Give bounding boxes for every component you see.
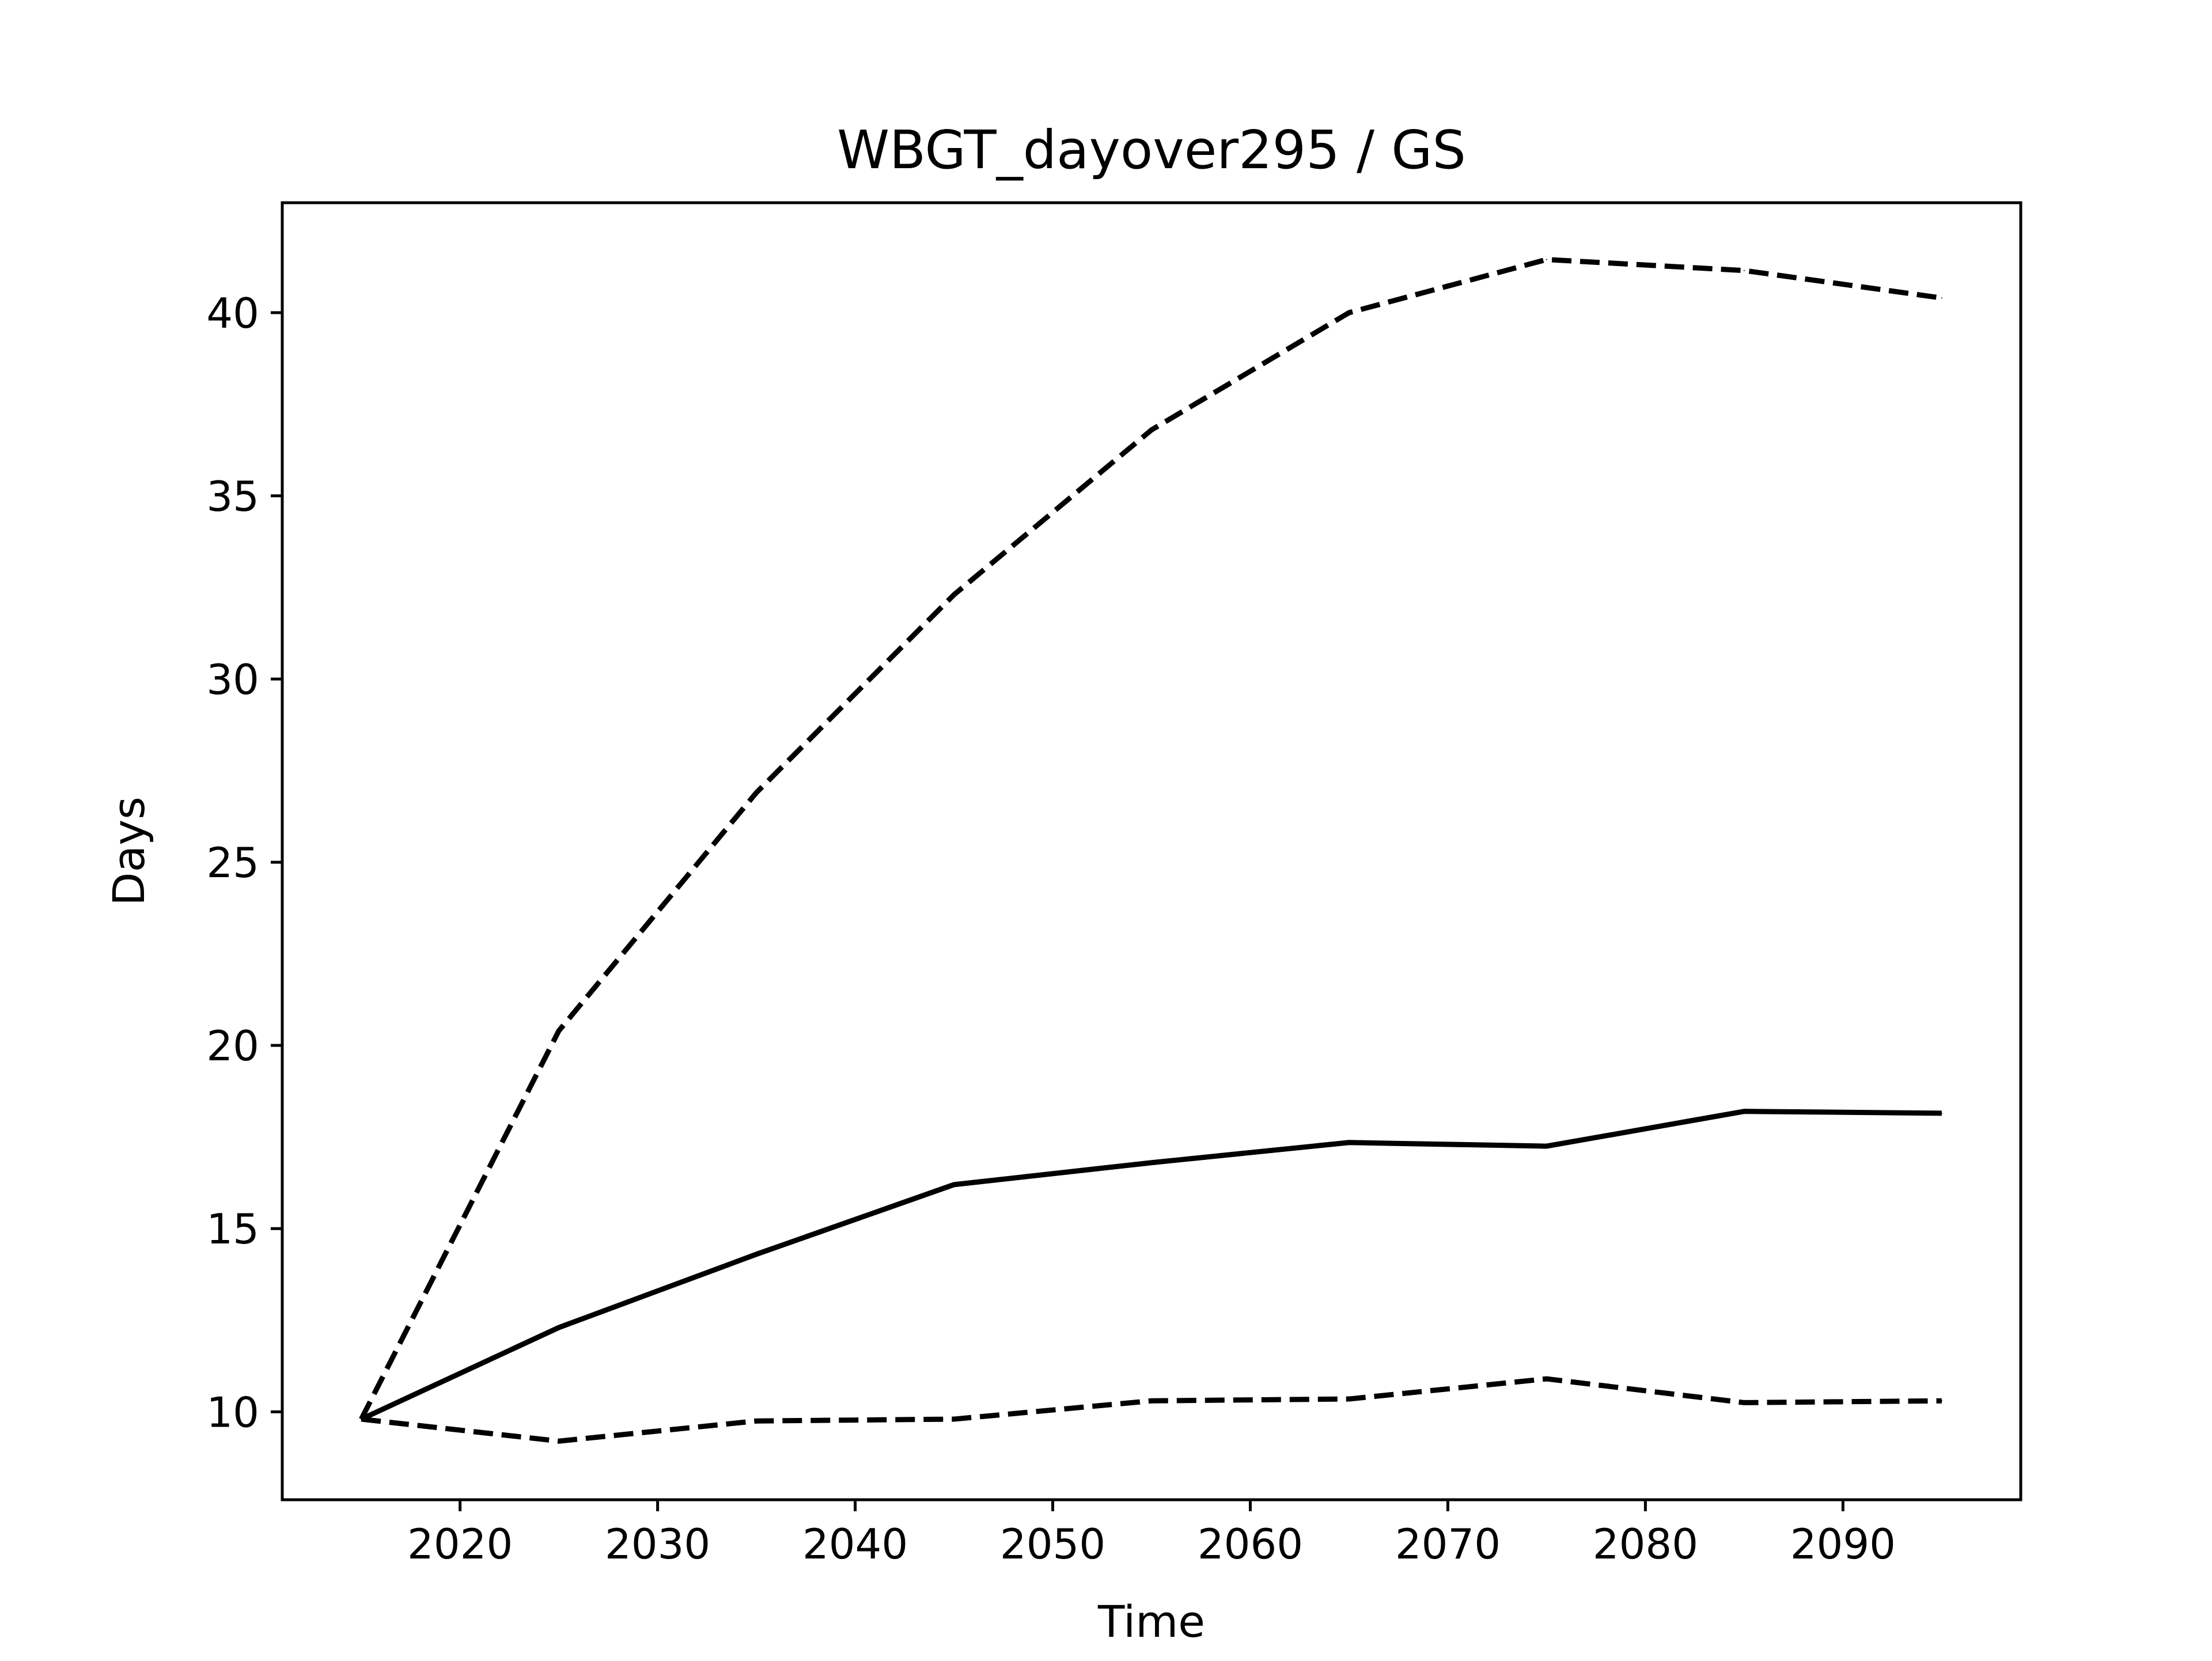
series-2-point — [1941, 297, 1942, 299]
series-2-point — [1546, 259, 1547, 260]
x-tick-label: 2070 — [1395, 1520, 1501, 1568]
series-3-point — [361, 1419, 362, 1420]
series-1-point — [756, 1253, 757, 1255]
series-2-point — [756, 792, 757, 794]
y-tick-label: 35 — [206, 472, 259, 521]
series-2-point — [1743, 270, 1745, 271]
y-tick-label: 25 — [206, 839, 259, 887]
series-1-point — [1546, 1146, 1547, 1147]
series-1-point — [1151, 1162, 1152, 1163]
y-tick-label: 30 — [206, 655, 259, 704]
x-tick-label: 2060 — [1198, 1520, 1303, 1568]
plot-area-frame — [281, 201, 2022, 1501]
series-2-point — [1151, 429, 1152, 431]
series-3-point — [1941, 1400, 1942, 1402]
series-1-point — [558, 1327, 560, 1329]
series-1-point — [953, 1184, 955, 1185]
y-tick-label: 15 — [206, 1205, 259, 1253]
y-axis-title: Days — [103, 797, 154, 906]
series-3-point — [756, 1420, 757, 1422]
series-1-point — [1743, 1110, 1745, 1112]
x-axis-title: Time — [1097, 1596, 1205, 1647]
x-tick-label: 2090 — [1790, 1520, 1896, 1568]
series-2-point — [953, 594, 955, 596]
x-tick-label: 2020 — [407, 1520, 513, 1568]
series-3-point — [558, 1440, 560, 1442]
series-3-point — [1348, 1398, 1350, 1400]
x-tick-label: 2050 — [1000, 1520, 1105, 1568]
y-tick-label: 40 — [206, 289, 259, 337]
series-1-point — [1348, 1142, 1350, 1143]
y-tick-label: 10 — [206, 1388, 259, 1436]
series-3-point — [1151, 1400, 1152, 1402]
series-3-point — [1546, 1378, 1547, 1380]
series-3-point — [953, 1419, 955, 1420]
x-tick-label: 2030 — [605, 1520, 710, 1568]
x-tick-label: 2080 — [1593, 1520, 1698, 1568]
series-2-point — [1348, 312, 1350, 313]
chart-title: WBGT_dayover295 / GS — [837, 119, 1466, 181]
y-tick-label: 20 — [206, 1022, 259, 1070]
series-3-point — [1743, 1402, 1745, 1404]
x-tick-label: 2040 — [802, 1520, 908, 1568]
series-1-point — [1941, 1112, 1942, 1114]
series-2-point — [558, 1030, 560, 1032]
